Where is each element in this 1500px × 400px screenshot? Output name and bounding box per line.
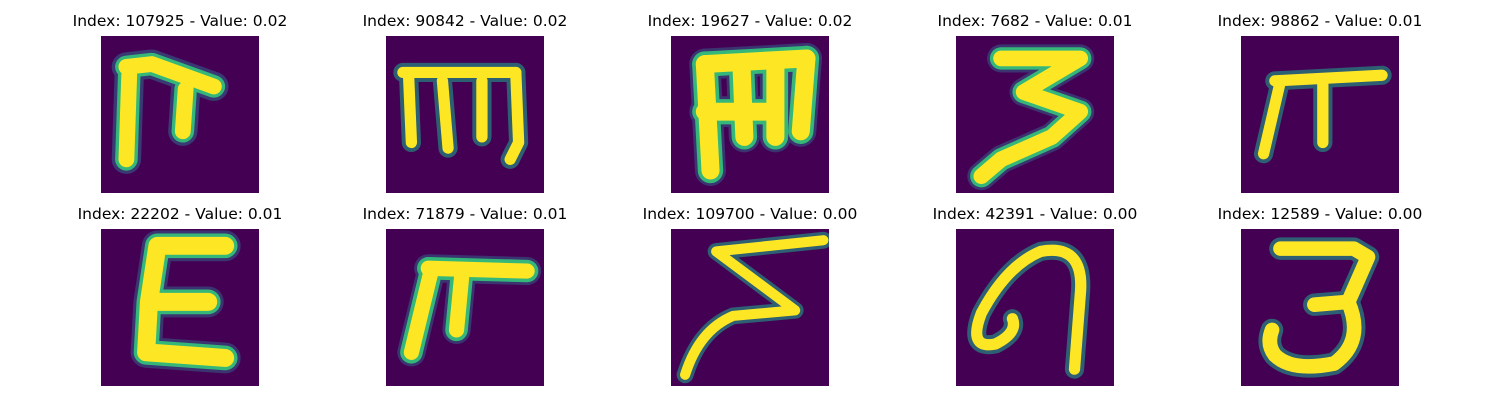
grid-panel: Index: 42391 - Value: 0.00 [905,205,1165,386]
grid-panel: Index: 19627 - Value: 0.02 [620,12,880,193]
digit-image [101,36,259,193]
panel-title: Index: 71879 - Value: 0.01 [362,205,568,223]
panel-title: Index: 107925 - Value: 0.02 [72,12,288,30]
panel-title: Index: 22202 - Value: 0.01 [77,205,283,223]
panel-title: Index: 90842 - Value: 0.02 [362,12,568,30]
panel-title: Index: 7682 - Value: 0.01 [937,12,1133,30]
grid-panel: Index: 7682 - Value: 0.01 [905,12,1165,193]
grid-panel: Index: 12589 - Value: 0.00 [1190,205,1450,386]
digit-image [671,229,829,386]
panel-title: Index: 12589 - Value: 0.00 [1217,205,1423,223]
grid-panel: Index: 90842 - Value: 0.02 [335,12,595,193]
grid-panel: Index: 22202 - Value: 0.01 [50,205,310,386]
digit-image [671,36,829,193]
digit-image [1241,229,1399,386]
digit-image [1241,36,1399,193]
digit-image [386,36,544,193]
panel-title: Index: 42391 - Value: 0.00 [932,205,1138,223]
panel-title: Index: 109700 - Value: 0.00 [642,205,858,223]
digit-image [956,36,1114,193]
grid-panel: Index: 107925 - Value: 0.02 [50,12,310,193]
grid-panel: Index: 71879 - Value: 0.01 [335,205,595,386]
grid-panel: Index: 98862 - Value: 0.01 [1190,12,1450,193]
grid-panel: Index: 109700 - Value: 0.00 [620,205,880,386]
digit-image [956,229,1114,386]
digit-image [386,229,544,386]
panel-title: Index: 98862 - Value: 0.01 [1217,12,1423,30]
digit-image [101,229,259,386]
panel-title: Index: 19627 - Value: 0.02 [647,12,853,30]
